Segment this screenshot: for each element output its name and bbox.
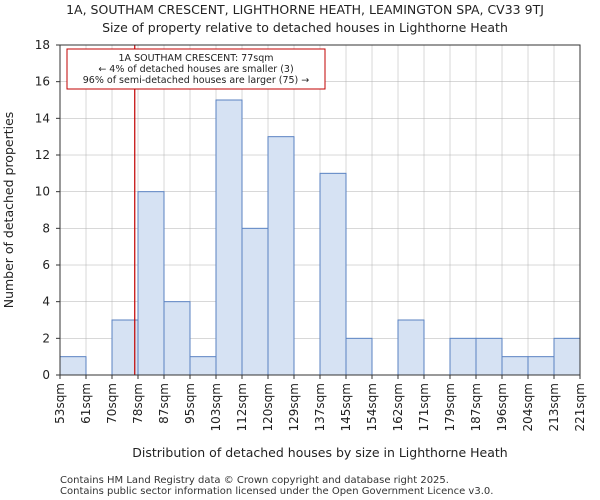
y-tick-label: 8 (42, 221, 50, 235)
bar (241, 227, 269, 376)
bar (267, 136, 295, 376)
bar (319, 172, 347, 376)
y-tick-label: 2 (42, 331, 50, 345)
x-tick-label: 120sqm (261, 383, 275, 431)
x-tick-label: 103sqm (209, 383, 223, 431)
x-axis-label: Distribution of detached houses by size … (132, 445, 507, 460)
x-tick-label: 112sqm (235, 383, 249, 431)
bar (397, 319, 425, 376)
y-tick-label: 12 (35, 148, 50, 162)
annotation-line-3: 96% of semi-detached houses are larger (… (83, 75, 310, 86)
y-tick-label: 14 (35, 111, 50, 125)
bar (137, 191, 165, 376)
y-axis-label: Number of detached properties (1, 112, 16, 309)
footer-line-2: Contains public sector information licen… (60, 486, 493, 497)
footer-line-1: Contains HM Land Registry data © Crown c… (60, 475, 449, 486)
bar (553, 337, 581, 376)
y-tick-label: 0 (42, 368, 50, 382)
x-axis-ticks: 53sqm 61sqm 70sqm 78sqm 87sqm 95sqm 103sqm 112s… (53, 375, 587, 431)
bar (475, 337, 503, 376)
y-tick-label: 10 (35, 185, 50, 199)
x-tick-label: 162sqm (391, 383, 405, 431)
annotation-line-2: ← 4% of detached houses are smaller (3) (98, 64, 293, 75)
x-tick-label: 95sqm (183, 383, 197, 424)
x-tick-label: 221sqm (573, 383, 587, 431)
x-tick-label: 87sqm (157, 383, 171, 424)
bar (527, 356, 555, 376)
y-tick-label: 6 (42, 258, 50, 272)
bar (189, 356, 217, 376)
x-tick-label: 171sqm (417, 383, 431, 431)
bar (163, 301, 191, 376)
x-tick-label: 137sqm (313, 383, 327, 431)
x-tick-label: 61sqm (79, 383, 93, 424)
x-tick-label: 196sqm (495, 383, 509, 431)
x-tick-label: 154sqm (365, 383, 379, 431)
x-tick-label: 70sqm (105, 383, 119, 424)
bar (111, 319, 139, 376)
bar (59, 356, 87, 376)
y-tick-label: 16 (35, 75, 50, 89)
y-tick-label: 4 (42, 295, 50, 309)
chart-subtitle: Size of property relative to detached ho… (102, 20, 508, 35)
plot-frame (59, 44, 581, 376)
bar (501, 356, 529, 376)
x-tick-label: 129sqm (287, 383, 301, 431)
x-tick-label: 145sqm (339, 383, 353, 431)
bar (345, 337, 373, 376)
x-tick-label: 213sqm (547, 383, 561, 431)
chart-title: 1A, SOUTHAM CRESCENT, LIGHTHORNE HEATH, … (66, 2, 544, 17)
y-tick-label: 18 (35, 38, 50, 52)
y-axis-ticks: 0 2 4 6 8 10 12 14 16 18 (35, 38, 60, 382)
bar (215, 99, 243, 376)
x-tick-label: 179sqm (443, 383, 457, 431)
bars (59, 99, 581, 376)
x-tick-label: 187sqm (469, 383, 483, 431)
annotation-line-1: 1A SOUTHAM CRESCENT: 77sqm (119, 53, 274, 64)
bar (449, 337, 477, 376)
x-tick-label: 204sqm (521, 383, 535, 431)
x-tick-label: 78sqm (131, 383, 145, 424)
x-tick-label: 53sqm (53, 383, 67, 424)
annotation-box: 1A SOUTHAM CRESCENT: 77sqm ← 4% of detac… (66, 48, 326, 90)
